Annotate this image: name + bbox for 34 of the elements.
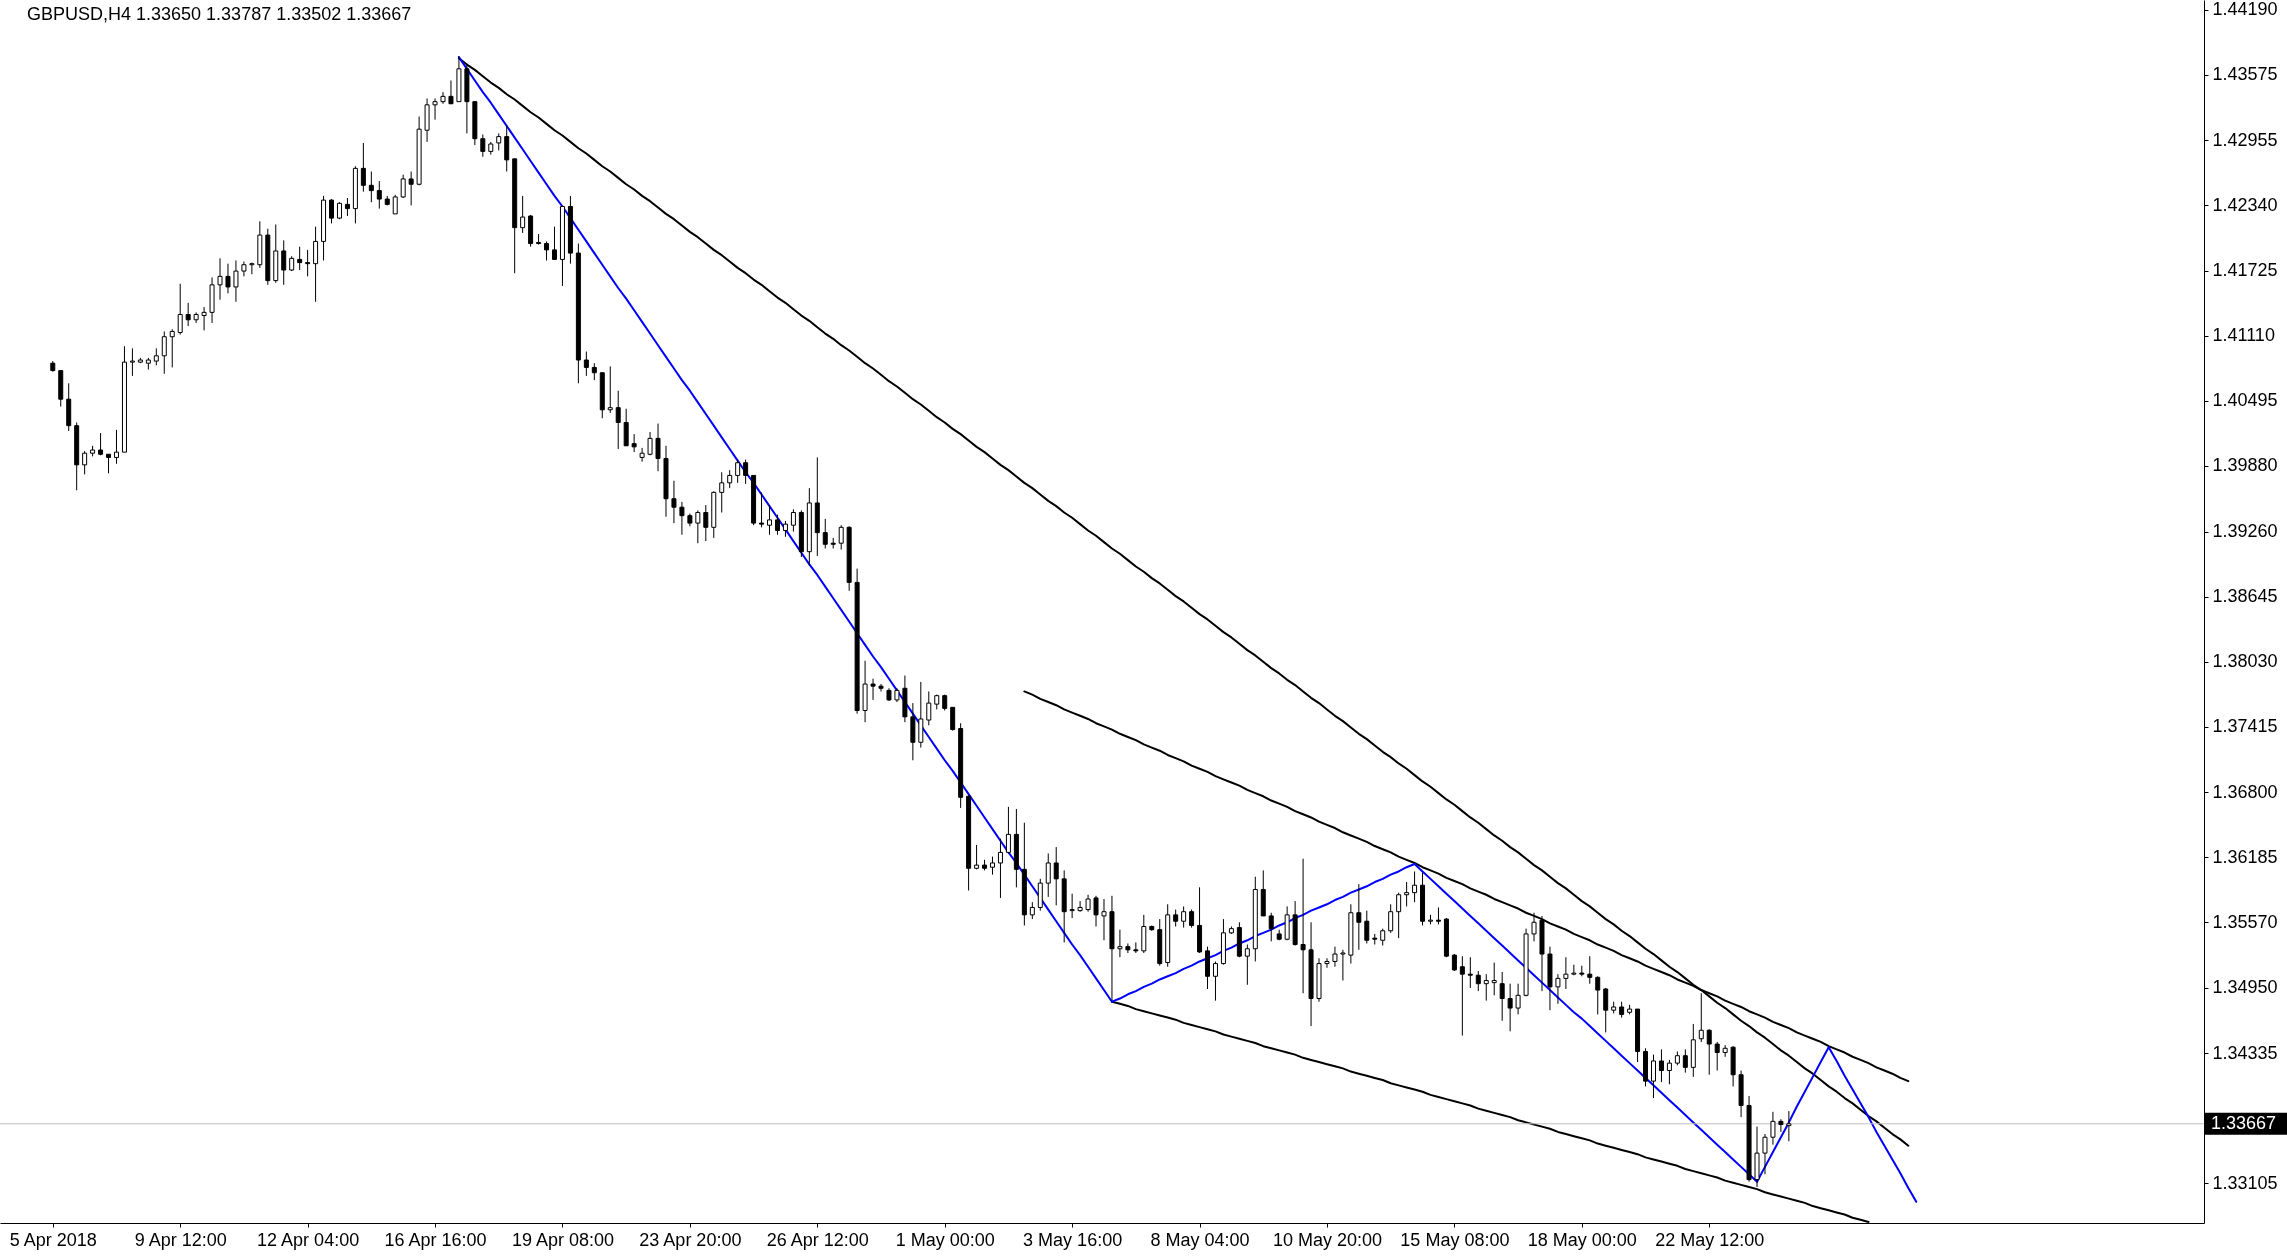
x-tick-label: 26 Apr 12:00: [766, 1229, 869, 1250]
chart-title: GBPUSD,H4 1.33650 1.33787 1.33502 1.33667: [27, 4, 412, 24]
x-tick-label: 3 May 16:00: [1023, 1229, 1123, 1250]
x-tick-label: 10 May 20:00: [1272, 1229, 1383, 1250]
y-tick-label: 1.34950: [2212, 977, 2278, 998]
y-tick-label: 1.43575: [2212, 64, 2278, 85]
x-tick-label: 16 Apr 16:00: [384, 1229, 487, 1250]
y-tick-label: 1.33105: [2212, 1172, 2278, 1193]
y-tick-label: 1.39260: [2212, 521, 2278, 542]
x-tick-label: 23 Apr 20:00: [639, 1229, 742, 1250]
y-tick-label: 1.39880: [2212, 455, 2278, 476]
y-tick-label: 1.42955: [2212, 129, 2278, 150]
x-tick-label: 12 Apr 04:00: [257, 1229, 360, 1250]
y-tick-label: 1.37415: [2212, 716, 2278, 737]
x-tick-label: 9 Apr 12:00: [134, 1229, 227, 1250]
y-tick-label: 1.36185: [2212, 846, 2278, 867]
y-tick-label: 1.38645: [2212, 586, 2278, 607]
ref-line-label: 1.33667: [2211, 1112, 2277, 1133]
x-tick-label: 19 Apr 08:00: [511, 1229, 615, 1250]
y-tick-label: 1.34335: [2212, 1042, 2278, 1063]
y-tick-label: 1.41110: [2212, 325, 2275, 346]
x-tick-label: 8 May 04:00: [1150, 1229, 1250, 1250]
y-tick-label: 1.38030: [2212, 651, 2278, 672]
x-tick-label: 15 May 08:00: [1400, 1229, 1510, 1250]
y-tick-label: 1.44190: [2212, 0, 2278, 20]
y-tick-label: 1.41725: [2212, 260, 2278, 281]
y-tick-label: 1.36800: [2212, 781, 2278, 802]
y-tick-label: 1.42340: [2212, 194, 2278, 215]
y-tick-label: 1.35570: [2212, 911, 2278, 932]
x-tick-label: 5 Apr 2018: [9, 1229, 97, 1250]
x-tick-label: 1 May 00:00: [895, 1229, 995, 1250]
x-tick-label: 18 May 00:00: [1527, 1229, 1637, 1250]
y-tick-label: 1.40495: [2212, 390, 2278, 411]
x-tick-label: 22 May 12:00: [1655, 1229, 1765, 1250]
